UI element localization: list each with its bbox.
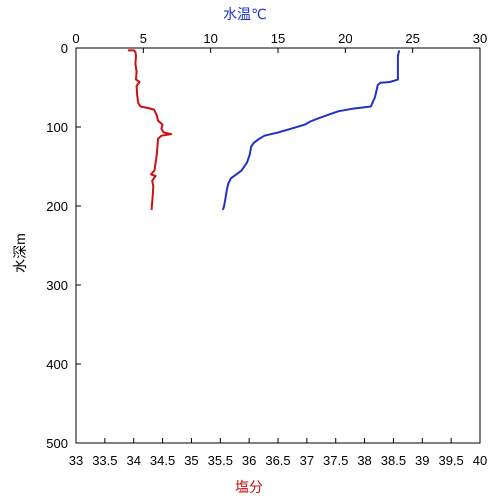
left-tick-label: 0 [61,41,68,56]
series-layer [127,49,401,211]
left-axis-ticks: 0 100 200 300 400 500 [46,41,81,451]
bottom-axis-title: 塩分 [235,479,263,495]
bottom-tick-label: 38 [357,453,371,468]
bottom-tick-label: 35 [184,453,198,468]
top-axis-ticks: 0 5 10 15 20 25 30 [72,31,487,53]
top-tick-label: 0 [72,31,79,46]
top-axis-title: 水温℃ [223,6,267,22]
top-tick-label: 5 [140,31,147,46]
bottom-tick-label: 33.5 [92,453,117,468]
top-tick-label: 10 [203,31,217,46]
bottom-tick-label: 37.5 [323,453,348,468]
plot-frame [75,47,481,444]
bottom-tick-label: 40 [473,453,487,468]
top-tick-label: 20 [338,31,352,46]
left-tick-label: 300 [46,278,68,293]
bottom-tick-label: 36.5 [265,453,290,468]
bottom-tick-label: 39.5 [438,453,463,468]
left-tick-label: 100 [46,120,68,135]
left-tick-label: 200 [46,199,68,214]
left-axis-title: 水深m [12,233,28,273]
bottom-tick-label: 39 [415,453,429,468]
bottom-tick-label: 36 [242,453,256,468]
bottom-tick-label: 35.5 [208,453,233,468]
bottom-tick-label: 33 [69,453,83,468]
top-tick-label: 15 [271,31,285,46]
bottom-axis-ticks: 33 33.5 34 34.5 35 35.5 36 36.5 37 37.5 38 38.5 39 39… [69,438,487,468]
bottom-tick-label: 37 [300,453,314,468]
bottom-tick-label: 34 [126,453,140,468]
salinity-profile-line [127,49,173,210]
left-tick-label: 500 [46,436,68,451]
top-tick-label: 30 [473,31,487,46]
temperature-profile-line [221,50,401,211]
bottom-tick-label: 38.5 [381,453,406,468]
left-tick-label: 400 [46,357,68,372]
top-tick-label: 25 [405,31,419,46]
bottom-tick-label: 34.5 [150,453,175,468]
